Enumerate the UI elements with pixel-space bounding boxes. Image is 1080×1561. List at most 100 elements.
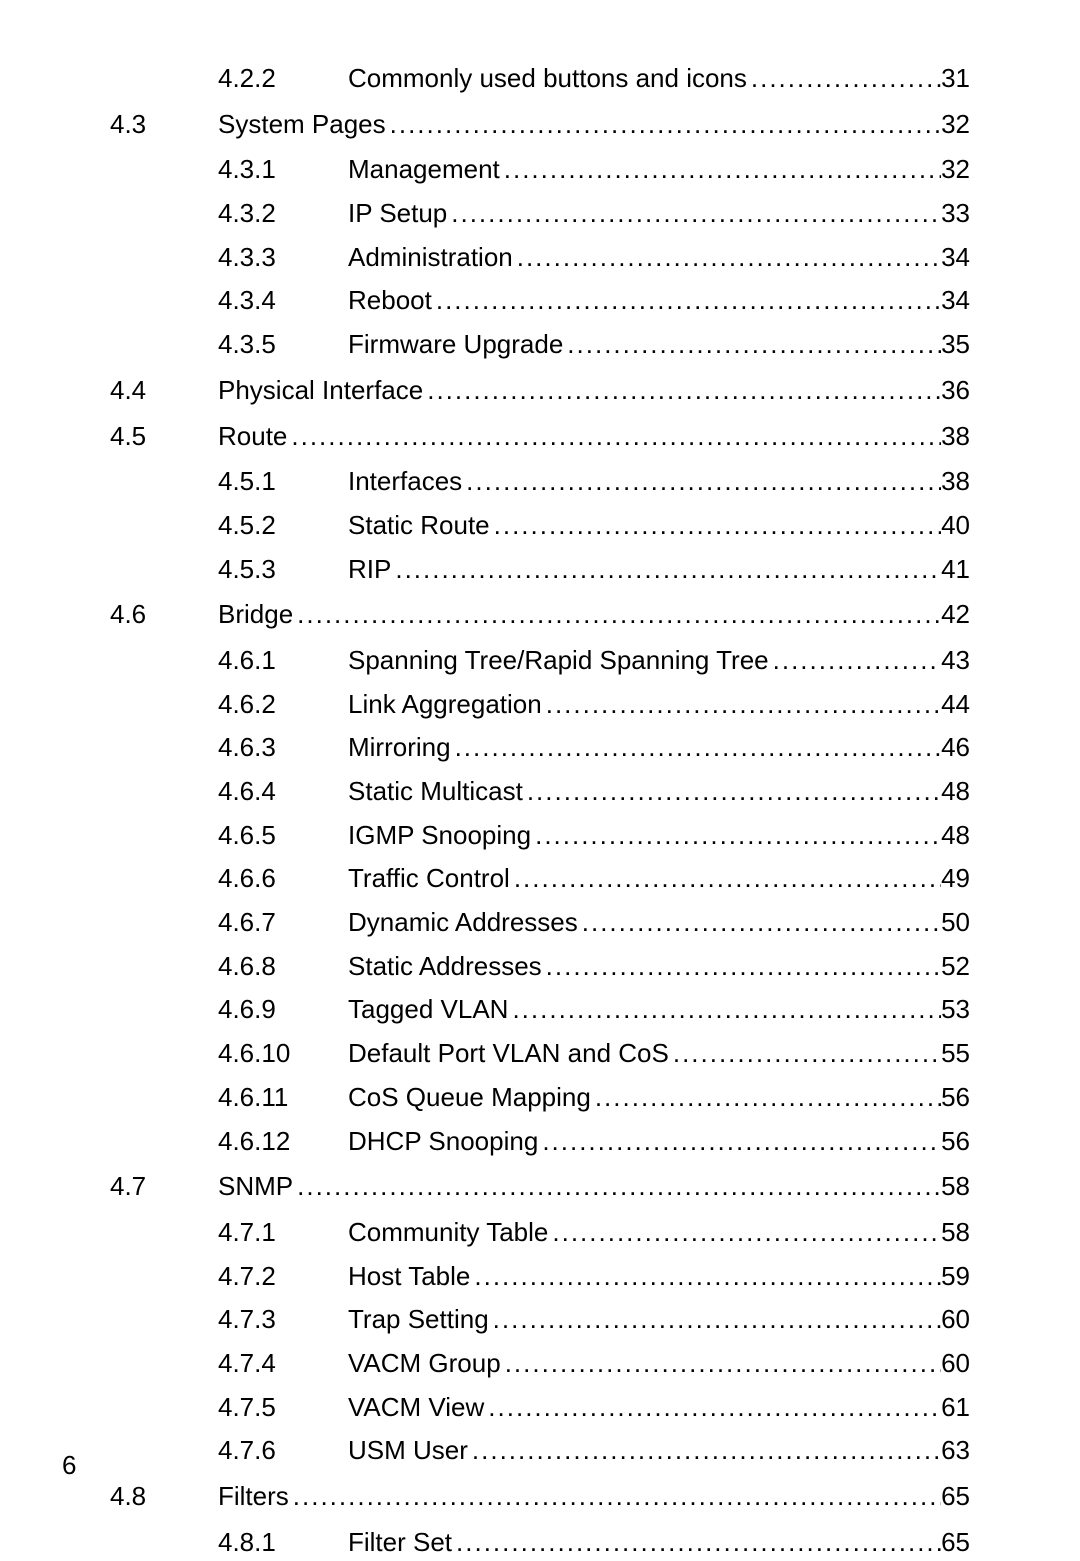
toc-entry: 4.7.6USM User63 <box>218 1432 970 1470</box>
toc-page: 65 <box>941 1524 970 1561</box>
toc-entry: 4.6.8Static Addresses52 <box>218 948 970 986</box>
toc-subsection-number: 4.6.12 <box>218 1123 348 1161</box>
toc-leader <box>538 1123 941 1161</box>
toc-title: Mirroring <box>348 729 451 767</box>
toc-leader <box>289 1478 941 1516</box>
toc-leader <box>484 1389 941 1427</box>
toc-page: 58 <box>941 1168 970 1206</box>
toc-title: Administration <box>348 239 513 277</box>
toc-title: Spanning Tree/Rapid Spanning Tree <box>348 642 769 680</box>
toc-entry: 4.6.10Default Port VLAN and CoS55 <box>218 1035 970 1073</box>
toc-title: Trap Setting <box>348 1301 489 1339</box>
toc-title: System Pages <box>218 106 386 144</box>
toc-entry: 4.7SNMP58 <box>110 1168 970 1206</box>
toc-title: Community Table <box>348 1214 548 1252</box>
toc-page: 59 <box>941 1258 970 1296</box>
toc-page: 46 <box>941 729 970 767</box>
toc-title: VACM Group <box>348 1345 501 1383</box>
toc-title: Interfaces <box>348 463 462 501</box>
toc-leader <box>591 1079 941 1117</box>
toc-leader <box>548 1214 941 1252</box>
toc-leader <box>490 507 941 545</box>
toc-title: Firmware Upgrade <box>348 326 563 364</box>
toc-entry: 4.6.2Link Aggregation44 <box>218 686 970 724</box>
toc-page: 48 <box>941 773 970 811</box>
toc-entry: 4.7.3Trap Setting60 <box>218 1301 970 1339</box>
toc-subsection-number: 4.7.4 <box>218 1345 348 1383</box>
toc-title: Static Route <box>348 507 490 545</box>
toc-title: CoS Queue Mapping <box>348 1079 591 1117</box>
toc-leader <box>513 239 941 277</box>
toc-title: RIP <box>348 551 391 589</box>
toc-section-number: 4.8 <box>110 1478 218 1516</box>
toc-entry: 4.5.2Static Route40 <box>218 507 970 545</box>
toc-page: 52 <box>941 948 970 986</box>
toc-subsection-number: 4.6.9 <box>218 991 348 1029</box>
toc-leader <box>747 60 941 98</box>
toc-leader <box>293 596 941 634</box>
toc-title: Static Multicast <box>348 773 523 811</box>
toc-page: 38 <box>941 418 970 456</box>
toc-leader <box>578 904 941 942</box>
toc-subsection-number: 4.7.5 <box>218 1389 348 1427</box>
toc-subsection-number: 4.6.2 <box>218 686 348 724</box>
toc-title: Route <box>218 418 287 456</box>
toc-title: Commonly used buttons and icons <box>348 60 747 98</box>
toc-page: 41 <box>941 551 970 589</box>
toc-title: Reboot <box>348 282 432 320</box>
toc-leader <box>386 106 941 144</box>
toc-subsection-number: 4.3.3 <box>218 239 348 277</box>
toc-entry: 4.3.4Reboot34 <box>218 282 970 320</box>
toc-leader <box>462 463 941 501</box>
toc-title: Static Addresses <box>348 948 542 986</box>
toc-leader <box>669 1035 941 1073</box>
toc-entry: 4.5Route38 <box>110 418 970 456</box>
toc-leader <box>500 151 941 189</box>
toc-title: Dynamic Addresses <box>348 904 578 942</box>
toc-title: SNMP <box>218 1168 293 1206</box>
toc-page: 31 <box>941 60 970 98</box>
toc-leader <box>423 372 941 410</box>
toc-entry: 4.7.1Community Table58 <box>218 1214 970 1252</box>
toc-subsection-number: 4.6.4 <box>218 773 348 811</box>
toc-subsection-number: 4.6.7 <box>218 904 348 942</box>
toc-entry: 4.5.1Interfaces38 <box>218 463 970 501</box>
toc-section-number: 4.6 <box>110 596 218 634</box>
toc-subsection-number: 4.2.2 <box>218 60 348 98</box>
page-number: 6 <box>62 1450 76 1481</box>
toc-page: 49 <box>941 860 970 898</box>
toc-title: IGMP Snooping <box>348 817 531 855</box>
toc-leader <box>531 817 941 855</box>
toc-entry: 4.8Filters65 <box>110 1478 970 1516</box>
toc-entry: 4.6.4Static Multicast 48 <box>218 773 970 811</box>
toc-entry: 4.6.5IGMP Snooping48 <box>218 817 970 855</box>
toc-page: 56 <box>941 1123 970 1161</box>
toc-page: 56 <box>941 1079 970 1117</box>
toc-leader <box>452 1524 941 1561</box>
toc-leader <box>451 729 942 767</box>
toc-entry: 4.2.2Commonly used buttons and icons 31 <box>218 60 970 98</box>
toc-section-number: 4.4 <box>110 372 218 410</box>
toc-page: 35 <box>941 326 970 364</box>
toc-leader <box>489 1301 941 1339</box>
toc-page: 53 <box>941 991 970 1029</box>
toc-title: Default Port VLAN and CoS <box>348 1035 669 1073</box>
toc-leader <box>501 1345 941 1383</box>
toc-page: 34 <box>941 282 970 320</box>
toc-title: Physical Interface <box>218 372 423 410</box>
toc-entry: 4.3.5Firmware Upgrade35 <box>218 326 970 364</box>
toc-page: 36 <box>941 372 970 410</box>
toc-title: Bridge <box>218 596 293 634</box>
toc-entry: 4.3.3Administration34 <box>218 239 970 277</box>
toc-subsection-number: 4.6.10 <box>218 1035 348 1073</box>
toc-title: IP Setup <box>348 195 447 233</box>
toc-entry: 4.7.2Host Table59 <box>218 1258 970 1296</box>
toc-subsection-number: 4.8.1 <box>218 1524 348 1561</box>
toc-page: 40 <box>941 507 970 545</box>
toc-entry: 4.3.2IP Setup33 <box>218 195 970 233</box>
toc-subsection-number: 4.6.6 <box>218 860 348 898</box>
toc-title: USM User <box>348 1432 468 1470</box>
toc-leader <box>470 1258 941 1296</box>
toc-leader <box>563 326 941 364</box>
toc-entry: 4.6.11CoS Queue Mapping56 <box>218 1079 970 1117</box>
